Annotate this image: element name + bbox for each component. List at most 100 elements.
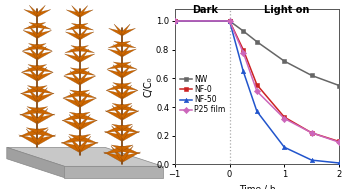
Polygon shape — [37, 30, 52, 38]
Polygon shape — [64, 54, 80, 62]
P25 film — [282, 117, 286, 120]
Polygon shape — [36, 135, 56, 145]
Polygon shape — [111, 145, 123, 151]
Polygon shape — [121, 49, 136, 57]
Polygon shape — [62, 135, 80, 143]
Polygon shape — [78, 136, 91, 151]
NW — [255, 41, 259, 43]
NW — [282, 60, 286, 62]
Polygon shape — [36, 46, 46, 58]
Polygon shape — [79, 49, 89, 61]
NF-0 — [310, 132, 314, 134]
Polygon shape — [64, 69, 80, 75]
Polygon shape — [79, 54, 95, 62]
Polygon shape — [20, 93, 38, 102]
NW — [310, 74, 314, 77]
Polygon shape — [37, 22, 46, 27]
Polygon shape — [69, 112, 80, 118]
Polygon shape — [79, 112, 90, 118]
Polygon shape — [121, 105, 132, 119]
Polygon shape — [79, 46, 89, 50]
Polygon shape — [37, 128, 48, 134]
Polygon shape — [114, 24, 123, 35]
Polygon shape — [23, 30, 38, 38]
Polygon shape — [36, 67, 47, 80]
Polygon shape — [79, 5, 88, 16]
Polygon shape — [65, 46, 80, 53]
Polygon shape — [79, 142, 98, 152]
Line: NF-50: NF-50 — [173, 19, 341, 165]
NF-0 — [241, 49, 245, 51]
NW — [173, 20, 177, 22]
Polygon shape — [63, 98, 81, 107]
Polygon shape — [121, 90, 138, 99]
Polygon shape — [7, 147, 163, 166]
Polygon shape — [28, 46, 38, 58]
Polygon shape — [28, 65, 38, 70]
Polygon shape — [79, 68, 89, 73]
Polygon shape — [69, 114, 81, 129]
Polygon shape — [121, 24, 130, 35]
Polygon shape — [121, 85, 132, 98]
NF-50 — [241, 70, 245, 72]
Polygon shape — [72, 5, 81, 16]
Polygon shape — [121, 41, 130, 46]
Polygon shape — [107, 63, 122, 69]
Polygon shape — [71, 27, 81, 39]
Polygon shape — [37, 65, 47, 70]
Polygon shape — [37, 129, 55, 137]
P25 film — [337, 141, 341, 143]
Polygon shape — [63, 91, 80, 98]
Polygon shape — [107, 70, 123, 78]
NF-50 — [310, 159, 314, 161]
Polygon shape — [79, 71, 89, 84]
NF-50 — [255, 110, 259, 112]
Polygon shape — [27, 107, 38, 112]
Polygon shape — [62, 113, 80, 121]
Polygon shape — [36, 108, 48, 122]
Polygon shape — [27, 108, 39, 122]
Polygon shape — [70, 68, 80, 73]
Polygon shape — [7, 147, 64, 178]
Polygon shape — [113, 62, 122, 67]
Polygon shape — [36, 88, 47, 101]
Polygon shape — [121, 126, 133, 140]
Polygon shape — [37, 107, 48, 112]
Polygon shape — [70, 71, 81, 84]
Polygon shape — [105, 111, 123, 120]
Polygon shape — [78, 93, 90, 106]
Polygon shape — [79, 69, 95, 75]
Y-axis label: C/C₀: C/C₀ — [143, 77, 153, 97]
Text: Light on: Light on — [264, 5, 310, 15]
Polygon shape — [36, 26, 46, 37]
Polygon shape — [79, 91, 96, 98]
Polygon shape — [79, 90, 90, 95]
Polygon shape — [121, 146, 140, 154]
Polygon shape — [121, 42, 136, 48]
P25 film — [255, 90, 259, 92]
Polygon shape — [28, 67, 38, 80]
Polygon shape — [121, 63, 137, 69]
Polygon shape — [37, 86, 47, 91]
P25 film — [173, 20, 177, 22]
Polygon shape — [105, 125, 123, 133]
NF-50 — [282, 146, 286, 148]
Line: NW: NW — [173, 19, 341, 88]
Polygon shape — [61, 142, 81, 152]
Polygon shape — [121, 28, 136, 36]
Polygon shape — [66, 10, 80, 17]
Polygon shape — [37, 86, 54, 94]
Polygon shape — [121, 152, 141, 162]
Polygon shape — [19, 129, 38, 137]
Polygon shape — [37, 23, 51, 29]
Polygon shape — [79, 24, 94, 30]
NW — [241, 30, 245, 32]
Polygon shape — [79, 135, 98, 143]
Polygon shape — [70, 90, 80, 95]
Polygon shape — [62, 120, 81, 130]
Polygon shape — [19, 135, 38, 145]
Legend: NW, NF-0, NF-50, P25 film: NW, NF-0, NF-50, P25 film — [180, 75, 225, 114]
Polygon shape — [37, 65, 53, 72]
Polygon shape — [121, 65, 131, 77]
Polygon shape — [65, 32, 80, 40]
